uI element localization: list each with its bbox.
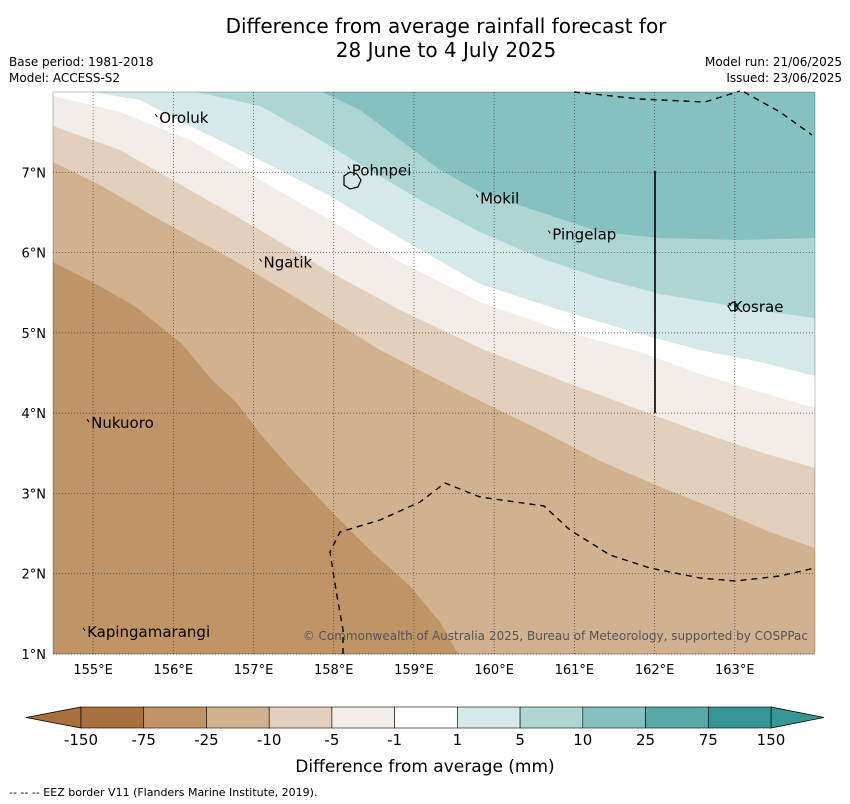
place-marker	[259, 258, 262, 262]
lon-tick-label: 160°E	[474, 663, 514, 678]
place-label: Ngatik	[264, 254, 313, 272]
pohnpei-island	[343, 171, 362, 190]
colorbar-segment	[206, 706, 270, 729]
kosrae-island	[727, 301, 739, 312]
lon-tick-label: 158°E	[314, 663, 354, 678]
eez-border-south	[329, 482, 816, 654]
lat-tick-label: 4°N	[22, 407, 47, 422]
place-marker	[154, 113, 158, 118]
lat-tick-label: 3°N	[22, 487, 47, 502]
copyright-notice: © Commonwealth of Australia 2025, Bureau…	[303, 629, 808, 643]
lon-tick-label: 155°E	[73, 663, 113, 678]
colorbar-segment	[80, 706, 145, 729]
place-label: Nukuoro	[91, 414, 154, 432]
place-label: Pingelap	[552, 226, 616, 244]
colorbar-label: -5	[324, 731, 339, 749]
colorbar-label: 1	[453, 731, 463, 749]
colorbar-title: Difference from average (mm)	[295, 757, 554, 777]
colorbar-label: 150	[757, 731, 786, 749]
colorbar-label: -1	[387, 731, 402, 749]
page-title: Difference from average rainfall forecas…	[0, 14, 850, 62]
colorbar-extend-high	[770, 706, 825, 729]
lat-tick-labels: 7°N 6°N 5°N 4°N 3°N 2°N 1°N	[22, 166, 47, 663]
place-marker	[82, 627, 86, 632]
lat-tick-label: 1°N	[22, 648, 47, 663]
model-run: Model run: 21/06/2025	[704, 55, 842, 69]
colorbar-segment	[645, 706, 709, 729]
colorbar-segment	[394, 706, 458, 729]
colorbar-label: -150	[64, 731, 98, 749]
lon-tick-label: 162°E	[635, 663, 675, 678]
issued-date: Issued: 23/06/2025	[726, 71, 842, 85]
place-labels: Oroluk Pohnpei Mokil Pingelap Ngatik Kosrae Nu…	[82, 109, 784, 641]
lat-tick-label: 6°N	[22, 247, 47, 262]
lat-tick-label: 2°N	[22, 568, 47, 583]
model-name: Model: ACCESS-S2	[9, 71, 121, 85]
colorbar-label: 10	[573, 731, 592, 749]
colorbar	[25, 706, 825, 729]
place-marker	[728, 302, 732, 307]
meta-right: Model run: 21/06/2025 Issued: 23/06/2025	[705, 54, 842, 86]
colorbar-segment	[143, 706, 207, 729]
contour-fills	[53, 92, 815, 654]
colorbar-label: -25	[194, 731, 219, 749]
colorbar-labels: -150 -75 -25 -10 -5 -1 1 5 10 25 75 150	[64, 731, 785, 749]
colorbar-label: 25	[636, 731, 655, 749]
place-label: Kapingamarangi	[87, 623, 210, 641]
colorbar-segment	[331, 706, 395, 729]
place-label: Kosrae	[733, 298, 784, 316]
lon-tick-label: 163°E	[715, 663, 755, 678]
place-marker	[347, 166, 351, 170]
title-line-2: 28 June to 4 July 2025	[335, 38, 557, 62]
colorbar-segment	[582, 706, 646, 729]
lon-tick-label: 157°E	[234, 663, 274, 678]
colorbar-label: 75	[699, 731, 718, 749]
eez-borders	[329, 90, 816, 654]
rainfall-map: Oroluk Pohnpei Mokil Pingelap Ngatik Kosrae Nu…	[22, 90, 825, 777]
place-marker	[475, 194, 479, 198]
eez-footnote: -- -- -- EEZ border V11 (Flanders Marine…	[9, 786, 318, 799]
colorbar-segment	[457, 706, 521, 729]
place-label: Oroluk	[159, 109, 208, 127]
colorbar-extend-low	[25, 706, 82, 729]
fill-region-plus-10	[322, 92, 815, 240]
base-period: Base period: 1981-2018	[9, 55, 154, 69]
eez-border-north	[573, 90, 813, 136]
meta-left: Base period: 1981-2018 Model: ACCESS-S2	[9, 54, 154, 86]
lon-tick-label: 159°E	[394, 663, 434, 678]
island-outlines	[343, 171, 739, 312]
colorbar-segment	[519, 706, 584, 729]
colorbar-segment	[707, 706, 772, 729]
colorbar-segment	[268, 706, 333, 729]
colorbar-label: -75	[131, 731, 156, 749]
map-frame	[52, 91, 816, 655]
place-marker	[86, 418, 90, 423]
colorbar-label: -10	[257, 731, 282, 749]
place-marker	[547, 230, 551, 234]
gridlines	[53, 92, 815, 655]
lon-tick-label: 161°E	[555, 663, 595, 678]
place-label: Pohnpei	[352, 161, 412, 179]
title-line-1: Difference from average rainfall forecas…	[225, 14, 667, 38]
lat-tick-label: 5°N	[22, 327, 47, 342]
lat-tick-label: 7°N	[22, 166, 47, 181]
lon-tick-label: 156°E	[154, 663, 194, 678]
lon-tick-labels: 155°E 156°E 157°E 158°E 159°E 160°E 161°E 162°E…	[73, 663, 754, 678]
colorbar-label: 5	[515, 731, 525, 749]
place-label: Mokil	[480, 189, 519, 207]
